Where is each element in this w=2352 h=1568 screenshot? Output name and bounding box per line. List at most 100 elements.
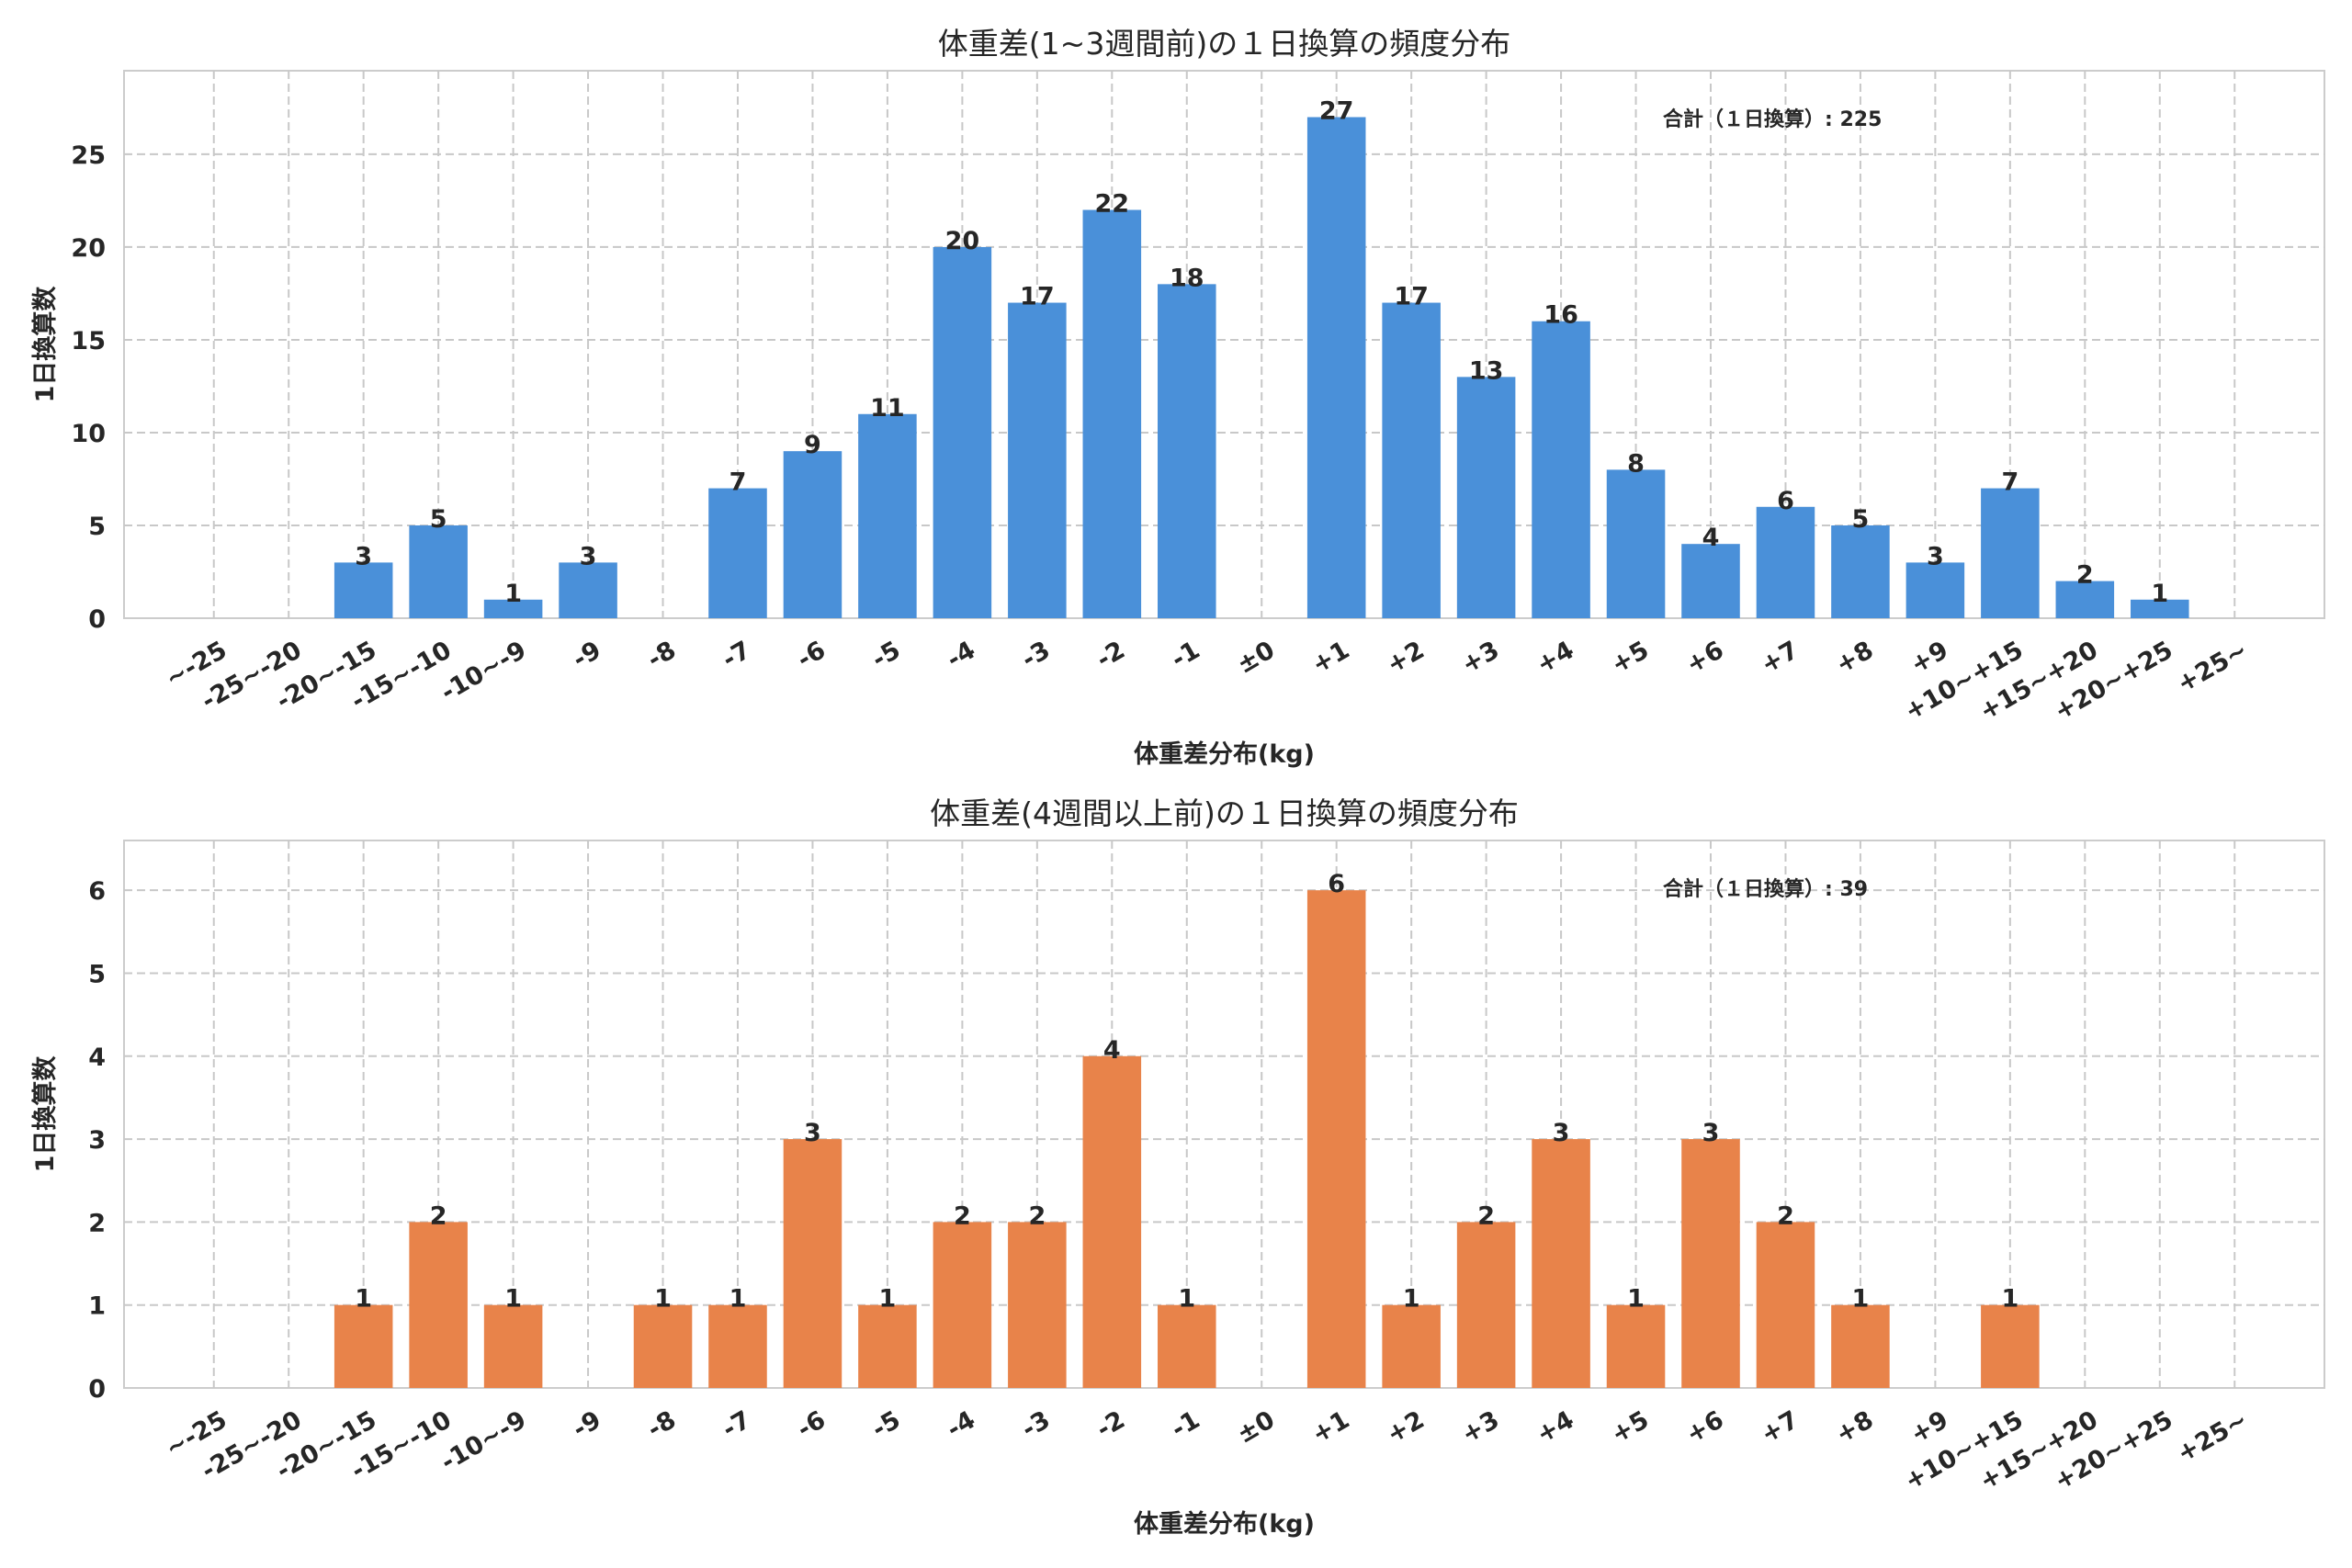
bar-value-label: 9 bbox=[804, 431, 821, 459]
chart-bottom: 体重差(4週間以上前)の１日換算の頻度分布 体重差分布(kg) 1日換算数 合計… bbox=[30, 795, 2325, 1539]
bar-value-label: 16 bbox=[1544, 301, 1578, 330]
x-tick-label: -5 bbox=[867, 636, 905, 674]
x-tick-label: -8 bbox=[643, 1405, 681, 1444]
x-tick-label: -7 bbox=[718, 1405, 755, 1444]
bar-value-label: 17 bbox=[1394, 283, 1429, 311]
bar bbox=[1905, 562, 1965, 618]
y-tick-label: 0 bbox=[88, 1375, 106, 1404]
x-tick-label: +1 bbox=[1307, 636, 1354, 680]
bar-value-label: 1 bbox=[1627, 1285, 1645, 1314]
bar bbox=[2055, 581, 2115, 618]
bar bbox=[1082, 209, 1142, 618]
x-tick-label: -3 bbox=[1017, 636, 1055, 674]
x-tick-label: -9 bbox=[568, 1405, 605, 1444]
bar bbox=[1756, 1222, 1815, 1388]
bar bbox=[1456, 377, 1516, 618]
x-tick-label: -10~-9 bbox=[436, 1405, 531, 1477]
x-tick-label: +8 bbox=[1831, 1405, 1878, 1450]
x-tick-label: -2 bbox=[1091, 1405, 1129, 1444]
bar-value-label: 13 bbox=[1469, 356, 1504, 385]
x-tick-label: -2 bbox=[1091, 636, 1129, 674]
x-tick-label: -1 bbox=[1167, 636, 1204, 674]
bar bbox=[858, 413, 917, 618]
chart-title: 体重差(1~3週間前)の１日換算の頻度分布 bbox=[938, 26, 1510, 62]
plot-frame bbox=[123, 840, 2325, 1389]
x-tick-label: +5 bbox=[1607, 636, 1654, 680]
bar-value-label: 3 bbox=[804, 1119, 821, 1147]
total-annotation: 合計（１日換算）: 39 bbox=[1663, 877, 1868, 901]
bar bbox=[1157, 1304, 1216, 1388]
x-tick-label: +3 bbox=[1457, 1405, 1504, 1450]
bar bbox=[334, 562, 393, 618]
y-axis-label: 1日換算数 bbox=[30, 286, 60, 403]
bar bbox=[1606, 469, 1666, 618]
bar bbox=[1382, 302, 1441, 618]
y-tick-label: 5 bbox=[88, 960, 106, 988]
bar bbox=[1157, 284, 1216, 618]
bar bbox=[483, 1304, 543, 1388]
x-tick-label: -6 bbox=[792, 636, 830, 674]
x-tick-label: +8 bbox=[1831, 636, 1878, 680]
y-tick-label: 20 bbox=[71, 234, 106, 263]
bar-value-label: 1 bbox=[504, 580, 522, 608]
bar-value-label: 27 bbox=[1319, 97, 1354, 126]
y-tick-label: 6 bbox=[88, 877, 106, 906]
x-tick-label: +6 bbox=[1681, 636, 1728, 680]
bar-value-label: 1 bbox=[654, 1285, 672, 1314]
bar bbox=[1082, 1055, 1142, 1388]
x-tick-label: -5 bbox=[867, 1405, 905, 1444]
bar-value-label: 1 bbox=[729, 1285, 747, 1314]
bar-value-label: 6 bbox=[1777, 487, 1794, 515]
x-tick-label: +4 bbox=[1532, 636, 1578, 680]
bar bbox=[1606, 1304, 1666, 1388]
bar bbox=[1831, 525, 1890, 618]
bar-value-label: 22 bbox=[1095, 190, 1130, 219]
bar-value-label: 4 bbox=[1702, 524, 1720, 552]
x-tick-label: +5 bbox=[1607, 1405, 1654, 1450]
bar-value-label: 17 bbox=[1020, 283, 1055, 311]
bar bbox=[858, 1304, 917, 1388]
bar-value-label: 1 bbox=[1178, 1285, 1195, 1314]
bar bbox=[783, 1139, 842, 1388]
bar bbox=[483, 599, 543, 618]
bar bbox=[633, 1304, 693, 1388]
x-tick-label: -8 bbox=[643, 636, 681, 674]
bar bbox=[708, 488, 767, 618]
x-tick-label: -4 bbox=[942, 636, 979, 674]
bar-value-label: 1 bbox=[1852, 1285, 1870, 1314]
y-tick-label: 3 bbox=[88, 1126, 106, 1155]
bar-value-label: 5 bbox=[1852, 505, 1870, 534]
y-tick-label: 4 bbox=[88, 1043, 106, 1072]
bar-value-label: 18 bbox=[1170, 264, 1204, 292]
x-tick-label: -4 bbox=[942, 1405, 979, 1444]
bar bbox=[409, 525, 468, 618]
y-tick-label: 5 bbox=[88, 513, 106, 541]
bar-value-label: 7 bbox=[729, 468, 747, 497]
x-tick-label: -10~-9 bbox=[436, 636, 531, 707]
x-tick-label: -6 bbox=[792, 1405, 830, 1444]
x-tick-label: +4 bbox=[1532, 1405, 1578, 1450]
bar-value-label: 1 bbox=[1403, 1285, 1420, 1314]
bar-value-label: 1 bbox=[504, 1285, 522, 1314]
bar bbox=[559, 562, 617, 618]
bar-value-label: 3 bbox=[1702, 1119, 1720, 1147]
x-tick-label: -9 bbox=[568, 636, 605, 674]
total-annotation: 合計（１日換算）: 225 bbox=[1663, 107, 1882, 131]
bar bbox=[1981, 488, 2040, 618]
x-tick-label: +7 bbox=[1757, 636, 1804, 680]
x-axis-label: 体重差分布(kg) bbox=[1134, 739, 1315, 769]
bar-value-label: 5 bbox=[430, 505, 447, 534]
x-tick-label: +3 bbox=[1457, 636, 1504, 680]
bar-value-label: 2 bbox=[1777, 1201, 1794, 1230]
bar bbox=[409, 1222, 468, 1388]
x-tick-label: +9 bbox=[1906, 1405, 1953, 1450]
y-tick-label: 0 bbox=[88, 605, 106, 634]
bar bbox=[1981, 1304, 2040, 1388]
bar bbox=[1306, 117, 1366, 618]
bar-value-label: 2 bbox=[1028, 1201, 1046, 1230]
bar-value-label: 11 bbox=[870, 394, 905, 423]
bar-value-label: 1 bbox=[879, 1285, 897, 1314]
bar bbox=[783, 451, 842, 618]
x-tick-label: +9 bbox=[1906, 636, 1953, 680]
